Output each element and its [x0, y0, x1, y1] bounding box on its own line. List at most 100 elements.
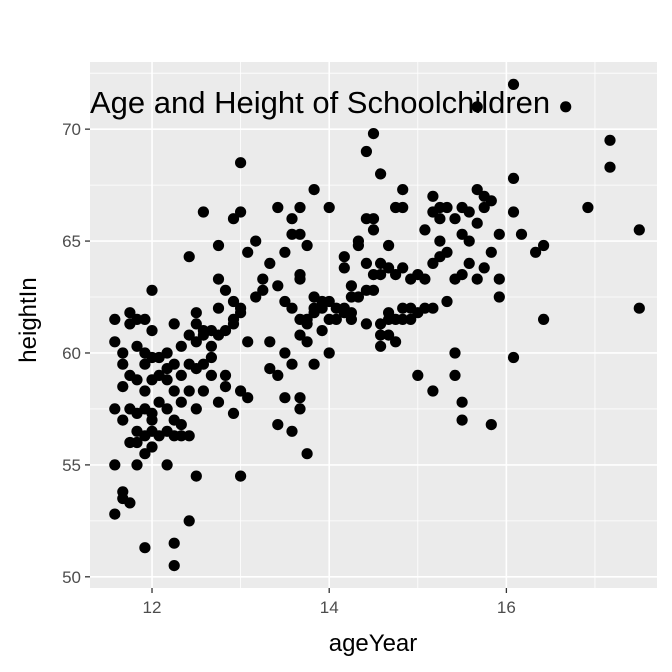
- data-point: [139, 358, 151, 370]
- data-point: [507, 78, 520, 90]
- chart-title: Age and Height of Schoolchildren: [90, 85, 550, 120]
- data-point: [286, 213, 298, 225]
- data-point: [485, 246, 497, 258]
- data-point: [330, 313, 342, 325]
- data-point: [161, 403, 173, 415]
- data-point: [427, 257, 439, 269]
- data-point: [493, 228, 505, 240]
- data-point: [175, 340, 187, 352]
- data-point: [205, 351, 217, 364]
- data-point: [375, 168, 387, 180]
- data-point: [456, 396, 468, 408]
- data-point: [538, 313, 550, 325]
- data-point: [604, 134, 616, 146]
- data-point: [250, 291, 262, 303]
- data-point: [279, 295, 291, 308]
- data-point: [168, 385, 180, 397]
- data-point: [352, 291, 364, 303]
- data-point: [139, 448, 151, 460]
- data-point: [250, 235, 262, 247]
- data-point: [507, 351, 520, 364]
- data-point: [360, 145, 372, 158]
- data-point: [515, 228, 528, 240]
- data-point: [383, 262, 395, 274]
- data-point: [183, 329, 195, 341]
- data-point: [397, 302, 409, 314]
- data-point: [272, 369, 284, 381]
- data-point: [493, 291, 505, 303]
- data-point: [323, 201, 335, 214]
- y-tick-label: 70: [62, 120, 81, 139]
- data-point: [463, 206, 475, 218]
- data-point: [235, 385, 247, 397]
- data-point: [264, 257, 276, 269]
- data-point: [235, 206, 247, 218]
- data-point: [360, 318, 372, 330]
- data-point: [286, 425, 298, 437]
- data-point: [168, 318, 180, 330]
- data-point: [294, 403, 306, 415]
- data-point: [190, 403, 202, 415]
- data-point: [419, 302, 431, 314]
- data-point: [294, 201, 306, 214]
- data-point: [117, 414, 129, 426]
- y-axis-title: heightIn: [15, 277, 42, 362]
- y-tick-label: 60: [62, 344, 81, 363]
- data-point: [109, 313, 121, 325]
- data-point: [235, 157, 247, 169]
- data-point: [168, 560, 180, 572]
- data-point: [190, 336, 202, 348]
- data-point: [190, 307, 202, 319]
- data-point: [316, 302, 328, 314]
- data-point: [383, 239, 395, 252]
- plot-panel: [90, 62, 657, 588]
- data-point: [272, 419, 284, 431]
- data-point: [183, 515, 195, 527]
- data-point: [397, 313, 409, 325]
- data-point: [183, 385, 195, 397]
- data-point: [197, 385, 209, 397]
- data-point: [168, 358, 180, 370]
- data-point: [301, 336, 313, 348]
- data-point: [257, 284, 269, 296]
- y-tick-label: 50: [62, 568, 81, 587]
- data-point: [109, 508, 121, 520]
- data-point: [257, 273, 269, 285]
- data-point: [109, 459, 121, 471]
- data-point: [485, 419, 497, 431]
- data-point: [560, 101, 572, 113]
- data-point: [146, 414, 158, 426]
- data-point: [456, 269, 468, 281]
- data-point: [131, 436, 143, 449]
- data-point: [367, 128, 380, 140]
- data-point: [139, 542, 151, 554]
- data-point: [507, 206, 520, 218]
- data-point: [427, 385, 439, 397]
- data-point: [212, 273, 225, 285]
- data-point: [375, 329, 387, 341]
- data-point: [212, 239, 225, 252]
- data-point: [109, 403, 121, 415]
- data-point: [301, 313, 313, 325]
- data-point: [219, 284, 232, 296]
- data-point: [390, 336, 402, 348]
- data-point: [227, 407, 240, 419]
- data-point: [242, 392, 254, 404]
- data-point: [412, 369, 424, 381]
- data-point: [219, 381, 232, 393]
- data-point: [434, 213, 446, 225]
- data-point: [117, 358, 129, 370]
- data-point: [471, 217, 483, 229]
- data-point: [272, 280, 284, 292]
- data-point: [197, 358, 209, 370]
- data-point: [294, 329, 306, 341]
- data-point: [131, 459, 143, 471]
- data-point: [235, 470, 247, 482]
- data-point: [427, 302, 439, 314]
- data-point: [286, 302, 298, 314]
- data-point: [367, 213, 380, 225]
- data-point: [360, 257, 372, 269]
- data-point: [146, 284, 158, 296]
- data-point: [397, 262, 409, 274]
- data-point: [153, 396, 165, 408]
